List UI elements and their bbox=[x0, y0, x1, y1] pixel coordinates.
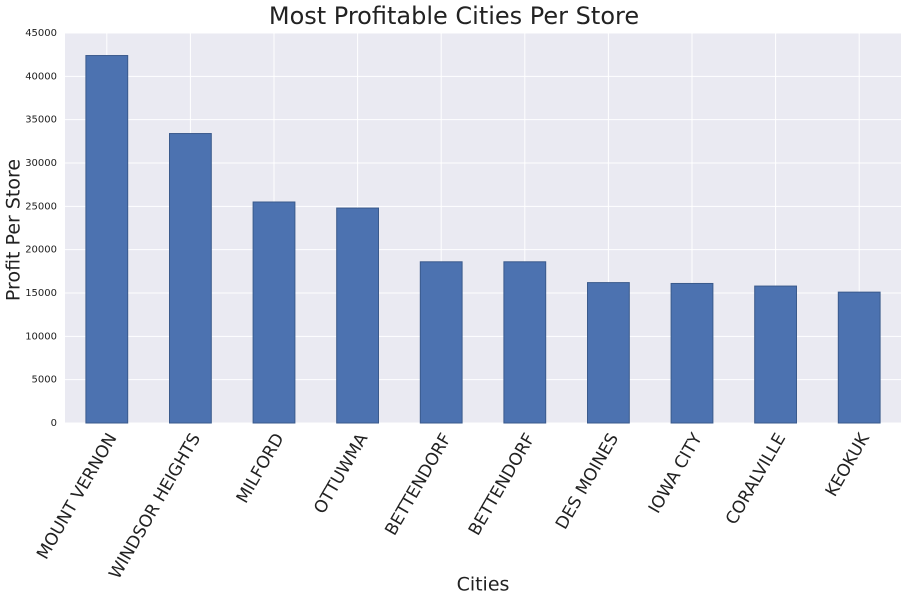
x-tick-label: MOUNT VERNON bbox=[33, 430, 121, 563]
bar bbox=[85, 55, 129, 424]
x-axis-label: Cities bbox=[457, 574, 510, 596]
bar bbox=[754, 285, 798, 424]
bar bbox=[670, 282, 714, 424]
x-tick-label: DES MOINES bbox=[552, 430, 623, 533]
y-tick-label: 15000 bbox=[25, 288, 57, 299]
bar bbox=[837, 291, 881, 424]
x-tick-label: BETTENDORF bbox=[465, 430, 540, 539]
chart-title: Most Profitable Cities Per Store bbox=[269, 2, 639, 30]
bar bbox=[336, 207, 380, 424]
y-tick-label: 40000 bbox=[25, 71, 57, 82]
y-tick-label: 5000 bbox=[32, 375, 57, 386]
bar bbox=[419, 261, 463, 424]
y-tick-label: 25000 bbox=[25, 201, 57, 212]
x-tick-label: IOWA CITY bbox=[645, 429, 707, 517]
bar bbox=[169, 133, 212, 424]
y-tick-label: 0 bbox=[51, 418, 57, 429]
x-tick-label: KEOKUK bbox=[822, 429, 875, 500]
x-tick-label: BETTENDORF bbox=[381, 430, 456, 539]
x-tick-label: MILFORD bbox=[233, 430, 289, 507]
bar bbox=[503, 261, 547, 424]
y-axis-label: Profit Per Store bbox=[3, 159, 25, 301]
y-tick-label: 10000 bbox=[25, 331, 57, 342]
bar bbox=[252, 201, 296, 424]
y-tick-label: 45000 bbox=[25, 28, 57, 39]
x-tick-label: CORALVILLE bbox=[722, 430, 790, 528]
y-tick-label: 20000 bbox=[25, 245, 57, 256]
y-tick-label: 35000 bbox=[25, 115, 57, 126]
bar bbox=[587, 282, 630, 424]
x-tick-label: WINDSOR HEIGHTS bbox=[105, 430, 205, 583]
y-tick-label: 30000 bbox=[25, 158, 57, 169]
x-tick-label: OTTUWMA bbox=[310, 430, 372, 518]
